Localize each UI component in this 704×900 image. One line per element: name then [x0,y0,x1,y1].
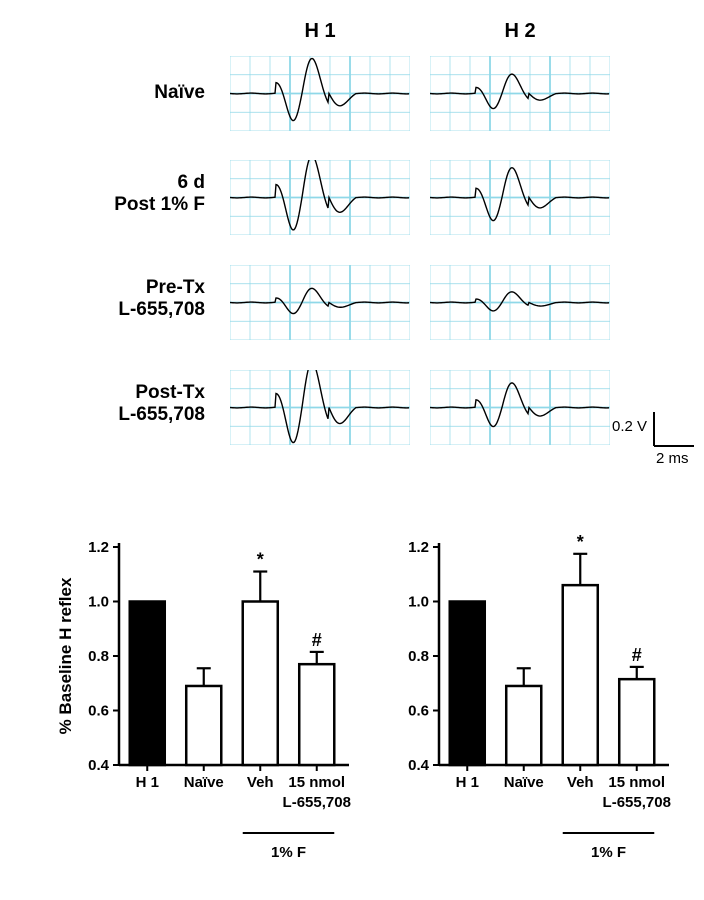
scale-h-label: 2 ms [656,450,689,467]
col-header-h1: H 1 [230,20,410,43]
scale-bar: 0.2 V 2 ms [618,410,696,476]
svg-text:L-655,708: L-655,708 [603,794,671,811]
row-label-naive: Naïve [0,82,205,104]
scale-v-label: 0.2 V [612,418,647,435]
svg-text:#: # [632,645,642,665]
svg-text:#: # [312,630,322,650]
svg-text:0.8: 0.8 [88,648,109,665]
svg-text:H 1: H 1 [456,774,479,791]
svg-text:1.0: 1.0 [408,594,429,611]
charts-panel: 0.4 0.6 0.8 1.0 1.2 H 1 Naïve * Veh #15 nmol L-655… [0,533,704,883]
svg-text:1.2: 1.2 [88,539,109,556]
trace-r3-c1 [430,370,610,445]
svg-text:0.6: 0.6 [408,703,429,720]
svg-text:L-655,708: L-655,708 [283,794,351,811]
traces-panel: H 1 H 2 Naïve 6 d Post 1% F Pre-Tx L-655… [0,10,704,500]
svg-text:15 nmol: 15 nmol [288,774,345,791]
bar-chart-h1: 0.4 0.6 0.8 1.0 1.2 H 1 Naïve * Veh #15 nmol L-655… [55,533,360,883]
bar-chart-h2: 0.4 0.6 0.8 1.0 1.2 H 1 Naïve * Veh #15 nmol L-655… [375,533,680,883]
svg-text:*: * [577,533,584,552]
trace-r1-c0 [230,160,410,235]
svg-text:0.8: 0.8 [408,648,429,665]
trace-r3-c0 [230,370,410,445]
svg-text:*: * [257,550,264,570]
svg-text:1.2: 1.2 [408,539,429,556]
row-label-posttx: Post-Tx L-655,708 [0,382,205,426]
svg-text:Veh: Veh [567,774,594,791]
svg-text:H 1: H 1 [136,774,159,791]
svg-text:15 nmol: 15 nmol [608,774,665,791]
svg-text:0.4: 0.4 [408,757,430,774]
svg-text:Veh: Veh [247,774,274,791]
row-label-pretx: Pre-Tx L-655,708 [0,277,205,321]
trace-r0-c0 [230,56,410,131]
svg-text:0.6: 0.6 [88,703,109,720]
row-label-postf: 6 d Post 1% F [0,172,205,216]
svg-text:1.0: 1.0 [88,594,109,611]
svg-text:1% F: 1% F [271,844,306,861]
trace-r2-c0 [230,265,410,340]
svg-text:% Baseline H reflex: % Baseline H reflex [56,577,75,734]
svg-text:0.4: 0.4 [88,757,110,774]
trace-r1-c1 [430,160,610,235]
svg-text:1% F: 1% F [591,844,626,861]
col-header-h2: H 2 [430,20,610,43]
trace-r2-c1 [430,265,610,340]
figure: H 1 H 2 Naïve 6 d Post 1% F Pre-Tx L-655… [0,0,704,900]
svg-text:Naïve: Naïve [504,774,544,791]
svg-text:Naïve: Naïve [184,774,224,791]
trace-r0-c1 [430,56,610,131]
